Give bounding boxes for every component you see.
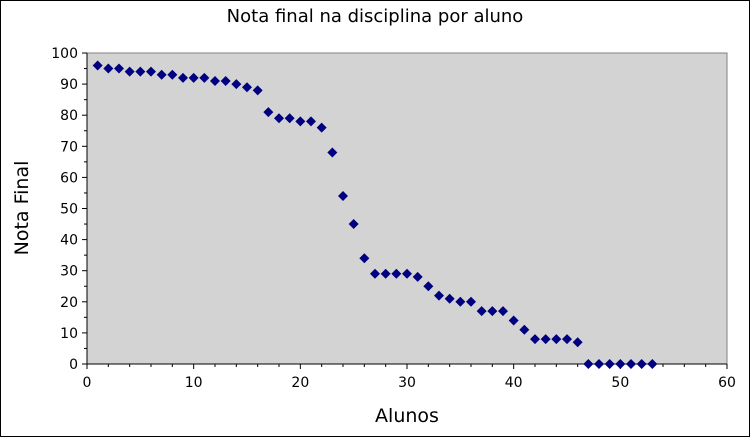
data-point (338, 191, 348, 202)
data-point (92, 60, 103, 71)
x-tick-label: 0 (83, 375, 92, 391)
x-tick-label: 60 (718, 375, 736, 391)
data-point (476, 306, 487, 317)
data-point (626, 359, 636, 369)
data-point (178, 72, 188, 83)
y-tick-label: 0 (69, 357, 78, 373)
data-point (615, 359, 626, 369)
data-point (156, 69, 167, 80)
y-tick-label: 10 (60, 326, 78, 342)
y-tick-label: 20 (60, 295, 78, 311)
data-point (231, 79, 242, 90)
data-point (412, 271, 423, 282)
y-tick-label: 40 (60, 233, 78, 249)
data-point (359, 253, 370, 264)
data-point (540, 334, 551, 345)
data-point (103, 63, 114, 74)
y-tick-label: 60 (60, 170, 78, 186)
chart-title: Nota final na disciplina por aluno (227, 6, 524, 27)
x-tick-label: 20 (291, 375, 309, 391)
x-axis-label: Alunos (375, 405, 439, 427)
data-point (135, 66, 146, 77)
data-point (423, 281, 434, 292)
data-point (402, 268, 412, 279)
data-point (348, 219, 359, 230)
y-axis-label: Nota Final (11, 161, 33, 256)
data-point (551, 334, 562, 345)
y-tick-label: 50 (60, 202, 78, 218)
y-tick-label: 80 (60, 108, 78, 124)
data-point (167, 69, 178, 80)
data-point (380, 268, 391, 279)
data-point (391, 268, 402, 279)
x-tick-label: 30 (398, 375, 416, 391)
data-point (583, 359, 594, 369)
y-tick-label: 100 (51, 46, 78, 62)
data-point (306, 116, 316, 127)
data-point (508, 315, 519, 326)
data-point (220, 75, 231, 86)
x-tick-label: 50 (611, 375, 629, 391)
data-point (562, 334, 572, 345)
data-point (647, 359, 658, 369)
data-point (199, 72, 210, 83)
data-point (274, 113, 284, 124)
y-tick-label: 30 (60, 264, 78, 280)
data-point (434, 290, 444, 301)
plot-area (86, 52, 728, 365)
x-tick-label: 40 (505, 375, 523, 391)
tick-labels: 0 10 20 30 40 50 60 0 10 20 30 40 50 60 70 80 90 100 (51, 46, 736, 391)
data-point (444, 293, 455, 304)
data-point (327, 147, 338, 158)
y-tick-label: 70 (60, 139, 78, 155)
data-point (572, 337, 583, 348)
data-point (455, 296, 466, 307)
data-point (498, 306, 508, 317)
data-point (519, 324, 530, 335)
data-point (242, 82, 252, 93)
data-point (370, 268, 380, 279)
x-tick-label: 10 (185, 375, 203, 391)
data-point (636, 359, 647, 369)
data-point (284, 113, 295, 124)
data-point (604, 359, 615, 369)
data-point (295, 116, 306, 127)
data-point (466, 296, 476, 307)
data-point (263, 107, 274, 118)
data-point (594, 359, 604, 369)
data-point (114, 63, 124, 74)
data-point (252, 85, 263, 96)
data-point (188, 72, 199, 83)
data-point (210, 75, 220, 86)
data-point (146, 66, 156, 77)
data-point (530, 334, 540, 345)
y-tick-label: 90 (60, 77, 78, 93)
data-points (92, 60, 658, 369)
data-point (124, 66, 135, 77)
data-point (316, 122, 327, 133)
data-point (487, 306, 498, 317)
